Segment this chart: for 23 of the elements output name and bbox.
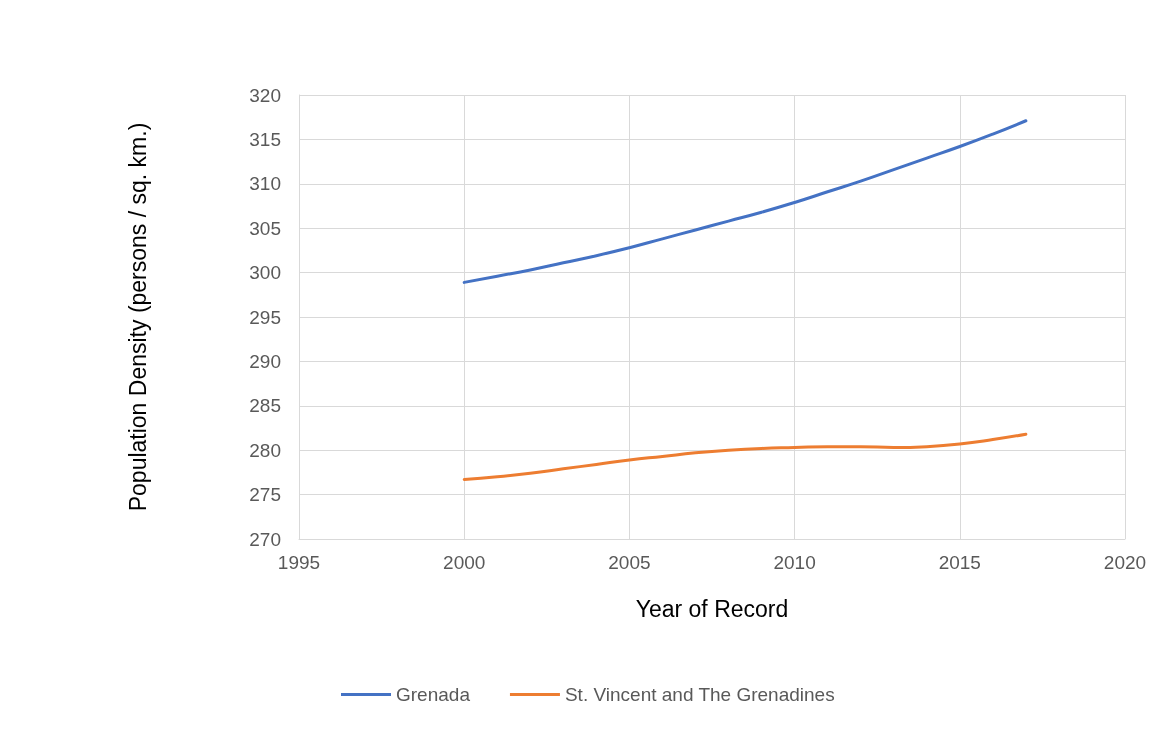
- y-tick-label: 320: [249, 84, 281, 106]
- y-tick-label: 280: [249, 439, 281, 461]
- y-tick-label: 315: [249, 128, 281, 150]
- x-tick-label: 2000: [443, 552, 486, 573]
- x-tick-label: 2005: [608, 552, 651, 573]
- legend-label: St. Vincent and The Grenadines: [564, 684, 835, 705]
- line-series: [462, 119, 1028, 284]
- y-tick-label: 300: [249, 262, 281, 284]
- y-tick-label: 305: [249, 217, 281, 239]
- y-tick-label: 295: [249, 306, 281, 328]
- y-tick-label: 270: [249, 528, 281, 550]
- line-series: [462, 432, 1028, 481]
- y-axis-title: Population Density (persons / sq. km.): [124, 122, 151, 512]
- y-tick-label: 290: [249, 350, 281, 372]
- x-tick-label: 2010: [773, 552, 816, 573]
- x-tick-label: 2015: [938, 552, 981, 573]
- y-tick-label: 275: [249, 484, 281, 506]
- y-tick-label: 285: [249, 395, 281, 417]
- x-tick-label: 1995: [277, 552, 321, 573]
- x-tick-label: 2020: [1103, 552, 1147, 573]
- x-axis-title: Year of Record: [635, 595, 789, 622]
- legend-label: Grenada: [396, 684, 471, 705]
- y-tick-label: 310: [249, 173, 281, 195]
